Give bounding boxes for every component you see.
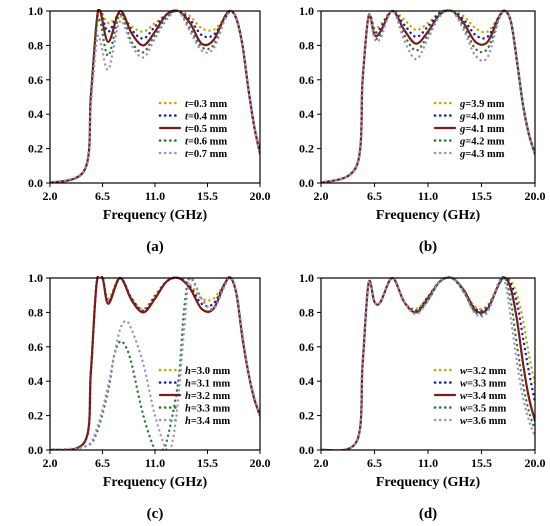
legend-label: w=3.5 mm	[460, 404, 506, 415]
x-tick-label: 2.0	[43, 189, 58, 203]
y-tick-label: 0.6	[299, 73, 314, 87]
y-tick-label: 0.6	[28, 340, 43, 354]
series-line-2	[50, 276, 260, 450]
y-tick-label: 0.2	[28, 142, 43, 156]
legend-label: h=3.1 mm	[185, 379, 230, 390]
chart-panel-c: 2.0 6.5 11.0 15.5 20.0 0.0 0.2 0.4 0.6 0.8 1.0 Freq…	[28, 271, 271, 522]
legend: w=3.2 mm w=3.3 mmw=3.4 mm w=3.5 mmw=3.6 mm	[433, 366, 506, 427]
series-line-4	[321, 9, 535, 183]
chart-panel-a: 2.0 6.5 11.0 15.5 20.0 0.0 0.2 0.4 0.6 0.8 1.0 Freq…	[28, 4, 271, 255]
x-tick-label: 6.5	[95, 189, 110, 203]
legend-label: h=3.2 mm	[185, 391, 230, 402]
legend-label: g=4.0 mm	[459, 112, 505, 123]
y-tick-label: 0.2	[299, 409, 314, 423]
series-line-3	[321, 276, 535, 450]
chart-panel-d: 2.0 6.5 11.0 15.5 20.0 0.0 0.2 0.4 0.6 0.8 1.0 Freq…	[299, 271, 546, 522]
series-line-3	[50, 9, 260, 183]
y-tick-label: 1.0	[28, 271, 43, 285]
x-tick-label: 2.0	[43, 456, 58, 470]
y-tick-label: 0.0	[299, 443, 314, 457]
x-tick-label: 11.0	[145, 189, 165, 203]
panel-label: (c)	[147, 506, 164, 522]
legend-label: h=3.4 mm	[185, 416, 230, 427]
y-tick-label: 0.4	[299, 374, 314, 388]
y-tick-label: 1.0	[28, 4, 43, 18]
y-tick-label: 0.2	[28, 409, 43, 423]
x-tick-label: 20.0	[525, 189, 546, 203]
legend-label: h=3.0 mm	[185, 366, 230, 377]
legend-label: h=3.3 mm	[185, 404, 230, 415]
legend: g=3.9 mm g=4.0 mmg=4.1 mm g=4.2 mmg=4.3 mm	[433, 99, 505, 160]
y-tick-label: 1.0	[299, 271, 314, 285]
y-tick-label: 0.6	[299, 340, 314, 354]
legend-label: t=0.3 mm	[185, 99, 227, 110]
x-tick-label: 20.0	[250, 456, 271, 470]
series-group	[321, 276, 535, 450]
y-tick-label: 0.2	[299, 142, 314, 156]
x-axis-label: Frequency (GHz)	[103, 475, 208, 490]
x-tick-label: 6.5	[367, 456, 382, 470]
y-tick-label: 0.0	[299, 176, 314, 190]
legend-label: t=0.4 mm	[185, 112, 227, 123]
y-tick-label: 0.4	[28, 107, 43, 121]
y-tick-label: 0.0	[28, 443, 43, 457]
legend-label: w=3.3 mm	[460, 379, 506, 390]
legend-label: g=4.1 mm	[459, 124, 505, 135]
legend-label: w=3.2 mm	[460, 366, 506, 377]
legend-label: w=3.6 mm	[460, 416, 506, 427]
y-tick-label: 0.4	[299, 107, 314, 121]
legend-label: t=0.6 mm	[185, 137, 227, 148]
x-axis-label: Frequency (GHz)	[376, 475, 481, 490]
x-tick-label: 6.5	[367, 189, 382, 203]
series-line-0	[50, 9, 260, 183]
x-tick-label: 11.0	[418, 456, 438, 470]
legend-label: g=3.9 mm	[459, 99, 505, 110]
x-tick-label: 20.0	[250, 189, 271, 203]
panel-label: (d)	[419, 506, 437, 522]
series-group	[50, 9, 260, 183]
legend: h=3.0 mm h=3.1 mmh=3.2 mm h=3.3 mmh=3.4 mm	[158, 366, 230, 427]
x-tick-label: 11.0	[145, 456, 165, 470]
x-tick-label: 2.0	[314, 456, 329, 470]
series-line-4	[321, 276, 535, 450]
x-tick-label: 6.5	[95, 456, 110, 470]
legend-label: t=0.5 mm	[185, 124, 227, 135]
x-tick-label: 15.5	[197, 456, 218, 470]
x-tick-label: 15.5	[471, 456, 492, 470]
legend-label: g=4.2 mm	[459, 137, 505, 148]
y-tick-label: 0.6	[28, 73, 43, 87]
chart-panel-b: 2.0 6.5 11.0 15.5 20.0 0.0 0.2 0.4 0.6 0.8 1.0 Freq…	[299, 4, 546, 255]
y-tick-label: 0.8	[299, 38, 314, 52]
y-tick-label: 0.4	[28, 374, 43, 388]
y-tick-label: 0.8	[299, 305, 314, 319]
x-tick-label: 11.0	[418, 189, 438, 203]
legend: t=0.3 mm t=0.4 mmt=0.5 mm t=0.6 mmt=0.7 mm	[158, 99, 227, 160]
y-tick-label: 0.8	[28, 305, 43, 319]
y-tick-label: 0.0	[28, 176, 43, 190]
x-tick-label: 15.5	[197, 189, 218, 203]
panel-label: (b)	[419, 239, 437, 255]
legend-label: g=4.3 mm	[459, 149, 505, 160]
plot-frame	[49, 10, 261, 184]
legend-label: w=3.4 mm	[460, 391, 506, 402]
panel-label: (a)	[146, 239, 164, 255]
x-axis-label: Frequency (GHz)	[376, 208, 481, 223]
x-axis-label: Frequency (GHz)	[103, 208, 208, 223]
x-tick-label: 2.0	[314, 189, 329, 203]
y-tick-label: 1.0	[299, 4, 314, 18]
series-line-4	[50, 9, 260, 183]
x-tick-label: 20.0	[525, 456, 546, 470]
legend-label: t=0.7 mm	[185, 149, 227, 160]
y-tick-label: 0.8	[28, 38, 43, 52]
x-tick-label: 15.5	[471, 189, 492, 203]
